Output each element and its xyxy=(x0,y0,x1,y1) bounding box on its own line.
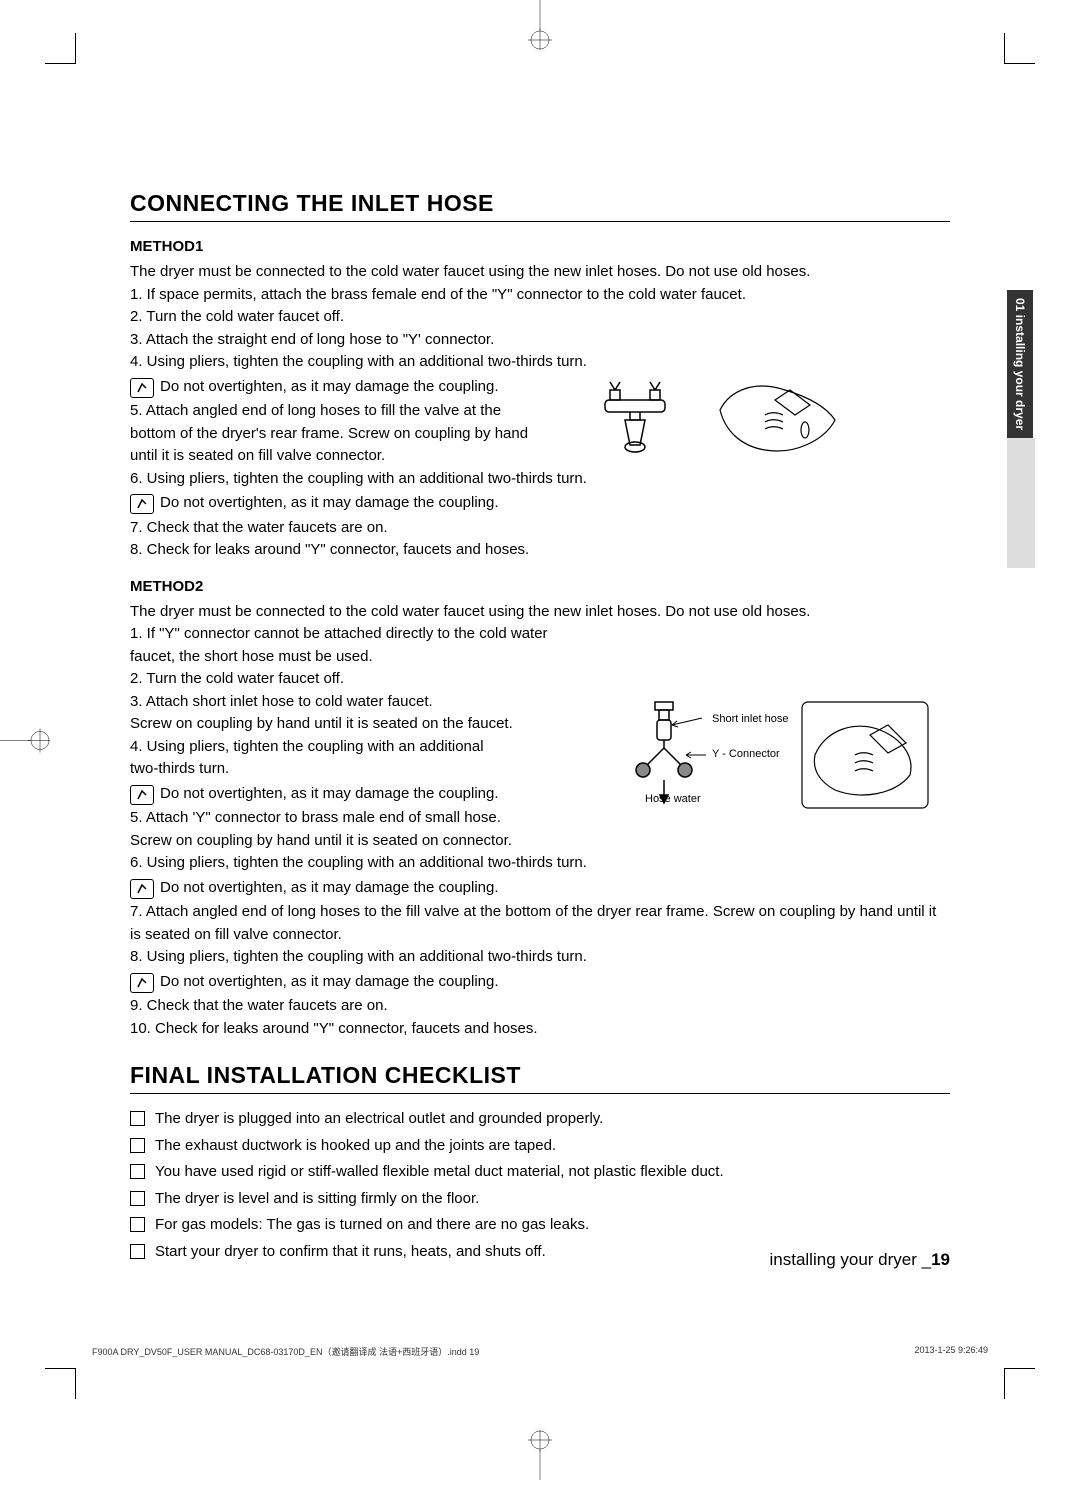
note-icon xyxy=(130,973,154,993)
crop-corner-tl xyxy=(45,33,76,64)
crop-corner-br xyxy=(1004,1368,1035,1399)
side-tab-spacer xyxy=(1007,438,1035,568)
m2-step3a: 3. Attach short inlet hose to cold water… xyxy=(130,691,950,714)
m2-note2: Do not overtighten, as it may damage the… xyxy=(160,877,499,900)
m1-step2: 2. Turn the cold water faucet off. xyxy=(130,306,950,329)
crop-corner-tr xyxy=(1004,33,1035,64)
checkbox-icon xyxy=(130,1191,145,1206)
side-tab: 01 installing your dryer xyxy=(1007,290,1035,610)
m2-note1: Do not overtighten, as it may damage the… xyxy=(160,783,499,806)
m2-step2: 2. Turn the cold water faucet off. xyxy=(130,668,950,691)
crop-corner-bl xyxy=(45,1368,76,1399)
checkbox-icon xyxy=(130,1164,145,1179)
checklist-item: You have used rigid or stiff-walled flex… xyxy=(130,1161,950,1184)
checklist-item: For gas models: The gas is turned on and… xyxy=(130,1214,950,1237)
checkbox-icon xyxy=(130,1138,145,1153)
footer-file: F900A DRY_DV50F_USER MANUAL_DC68-03170D_… xyxy=(92,1345,479,1358)
m1-step6: 6. Using pliers, tighten the coupling wi… xyxy=(130,468,950,491)
checklist-text: Start your dryer to confirm that it runs… xyxy=(155,1241,546,1264)
checkbox-icon xyxy=(130,1244,145,1259)
m2-note2-row: Do not overtighten, as it may damage the… xyxy=(130,877,950,900)
m2-note1-row: Do not overtighten, as it may damage the… xyxy=(130,783,950,806)
m1-step5a: 5. Attach angled end of long hoses to fi… xyxy=(130,400,950,423)
checklist-item: The exhaust ductwork is hooked up and th… xyxy=(130,1135,950,1158)
m2-step10: 10. Check for leaks around "Y" connector… xyxy=(130,1018,950,1041)
side-tab-label: 01 installing your dryer xyxy=(1007,290,1033,438)
checklist-text: You have used rigid or stiff-walled flex… xyxy=(155,1161,724,1184)
checklist-text: For gas models: The gas is turned on and… xyxy=(155,1214,589,1237)
checklist-text: The dryer is level and is sitting firmly… xyxy=(155,1188,479,1211)
section-title-inlet-hose: CONNECTING THE INLET HOSE xyxy=(130,190,950,222)
note-icon xyxy=(130,378,154,398)
m1-step1: 1. If space permits, attach the brass fe… xyxy=(130,284,950,307)
crop-mark-left xyxy=(0,720,50,765)
checklist-text: The dryer is plugged into an electrical … xyxy=(155,1108,603,1131)
checklist-text: The exhaust ductwork is hooked up and th… xyxy=(155,1135,556,1158)
m2-step8: 8. Using pliers, tighten the coupling wi… xyxy=(130,946,950,969)
m1-step5b: bottom of the dryer's rear frame. Screw … xyxy=(130,423,950,446)
footer-timestamp: 2013-1-25 9:26:49 xyxy=(914,1345,988,1355)
page-content: CONNECTING THE INLET HOSE METHOD1 The dr… xyxy=(130,190,950,1267)
m2-step5a: 5. Attach 'Y" connector to brass male en… xyxy=(130,807,950,830)
m2-step1b: faucet, the short hose must be used. xyxy=(130,646,950,669)
m1-note2-row: Do not overtighten, as it may damage the… xyxy=(130,492,950,515)
m2-step4a: 4. Using pliers, tighten the coupling wi… xyxy=(130,736,950,759)
footer-running: installing your dryer _19 xyxy=(770,1250,951,1270)
checklist-item: The dryer is level and is sitting firmly… xyxy=(130,1188,950,1211)
crop-mark-top xyxy=(520,0,560,55)
note-icon xyxy=(130,879,154,899)
m2-step4b: two-thirds turn. xyxy=(130,758,950,781)
note-icon xyxy=(130,494,154,514)
m2-step6: 6. Using pliers, tighten the coupling wi… xyxy=(130,852,950,875)
m1-step4: 4. Using pliers, tighten the coupling wi… xyxy=(130,351,950,374)
method2-intro: The dryer must be connected to the cold … xyxy=(130,601,950,624)
m2-note3-row: Do not overtighten, as it may damage the… xyxy=(130,971,950,994)
m2-step5b: Screw on coupling by hand until it is se… xyxy=(130,830,950,853)
m2-note3: Do not overtighten, as it may damage the… xyxy=(160,971,499,994)
m2-step7: 7. Attach angled end of long hoses to th… xyxy=(130,901,950,946)
checklist-item: The dryer is plugged into an electrical … xyxy=(130,1108,950,1131)
crop-mark-bottom xyxy=(520,1430,560,1485)
section-title-checklist: FINAL INSTALLATION CHECKLIST xyxy=(130,1062,950,1094)
m2-step1a: 1. If "Y" connector cannot be attached d… xyxy=(130,623,950,646)
m2-step9: 9. Check that the water faucets are on. xyxy=(130,995,950,1018)
checkbox-icon xyxy=(130,1111,145,1126)
note-icon xyxy=(130,785,154,805)
m1-note1: Do not overtighten, as it may damage the… xyxy=(160,376,499,399)
footer-page-number: 19 xyxy=(931,1250,950,1269)
m2-step3b: Screw on coupling by hand until it is se… xyxy=(130,713,950,736)
m1-step8: 8. Check for leaks around "Y" connector,… xyxy=(130,539,950,562)
method2-heading: METHOD2 xyxy=(130,578,950,595)
m1-note1-row: Do not overtighten, as it may damage the… xyxy=(130,376,950,399)
m1-note2: Do not overtighten, as it may damage the… xyxy=(160,492,499,515)
footer-label: installing your dryer _ xyxy=(770,1250,932,1269)
checkbox-icon xyxy=(130,1217,145,1232)
method1-intro: The dryer must be connected to the cold … xyxy=(130,261,950,284)
method1-heading: METHOD1 xyxy=(130,238,950,255)
m1-step3: 3. Attach the straight end of long hose … xyxy=(130,329,950,352)
m1-step5c: until it is seated on fill valve connect… xyxy=(130,445,950,468)
m1-step7: 7. Check that the water faucets are on. xyxy=(130,517,950,540)
